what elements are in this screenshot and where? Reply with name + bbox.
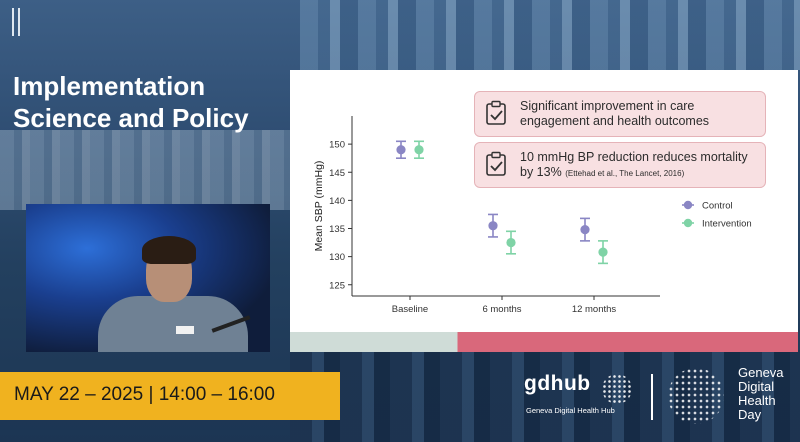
gdhub-name: gdhub (524, 372, 591, 395)
data-point (598, 247, 608, 257)
event-logo-line: Day (738, 407, 762, 422)
callout-text: 10 mmHg BP reduction reduces mortality b… (520, 150, 758, 181)
presentation-slide: 125 130 135 140 145 150 Baseline 6 months 12 mon… (290, 70, 798, 332)
gdhub-logo: gdhub Geneva Digital Health Hub (524, 372, 644, 422)
data-point (580, 225, 590, 235)
clipboard-check-icon (486, 100, 506, 125)
event-logo-line: Health (738, 393, 776, 408)
background-city (0, 130, 300, 210)
y-axis-label: Mean SBP (mmHg) (313, 161, 325, 252)
callout-text: Significant improvement in care engageme… (520, 99, 710, 128)
x-tick-label: Baseline (392, 304, 428, 315)
geneva-digital-health-day-logo: Geneva Digital Health Day (668, 366, 798, 426)
speaker-hair (142, 236, 196, 264)
y-tick-label: 140 (329, 196, 345, 207)
y-tick-label: 130 (329, 252, 345, 263)
data-point (396, 145, 406, 155)
x-tick-label: 6 months (482, 304, 521, 315)
name-badge (176, 326, 194, 334)
callout-main-text: 10 mmHg BP reduction reduces mortality b… (520, 150, 748, 179)
event-datetime: MAY 22 – 2025 | 14:00 – 16:00 (14, 384, 275, 405)
x-tick-label: 12 months (572, 304, 617, 315)
session-title: Implementation Science and Policy (13, 70, 249, 134)
y-tick-label: 150 (329, 140, 345, 151)
data-point (414, 145, 424, 155)
legend-swatch (683, 200, 693, 210)
sbp-chart: 125 130 135 140 145 150 Baseline 6 months 12 mon… (313, 116, 752, 315)
data-point (488, 221, 498, 231)
y-tick-label: 125 (329, 280, 345, 291)
gdhub-dots-icon (602, 374, 632, 404)
callout-citation: (Ettehad et al., The Lancet, 2016) (565, 169, 685, 178)
dotted-globe-icon (668, 368, 724, 424)
callout-bp-reduction: 10 mmHg BP reduction reduces mortality b… (474, 142, 766, 188)
callout-care-engagement: Significant improvement in care engageme… (474, 91, 766, 137)
gdhub-tagline: Geneva Digital Health Hub (526, 406, 615, 415)
event-logo-line: Geneva (738, 365, 784, 380)
legend-label: Control (702, 201, 733, 212)
data-point (506, 237, 516, 248)
speaker-video (26, 204, 270, 352)
legend-swatch (683, 218, 693, 228)
session-title-line: Science and Policy (13, 103, 249, 133)
date-banner: MAY 22 – 2025 | 14:00 – 16:00 (0, 372, 340, 420)
logo-separator (651, 374, 653, 420)
event-logo-text: Geneva Digital Health Day (738, 366, 784, 422)
clipboard-check-icon (486, 151, 506, 176)
legend-label: Intervention (702, 219, 752, 230)
decorative-bars (12, 8, 26, 36)
session-title-line: Implementation (13, 71, 206, 101)
slide-footer-band (290, 332, 798, 352)
y-tick-label: 135 (329, 224, 345, 235)
event-logo-line: Digital (738, 379, 775, 394)
background-illustration (300, 0, 800, 70)
y-tick-label: 145 (329, 168, 345, 179)
